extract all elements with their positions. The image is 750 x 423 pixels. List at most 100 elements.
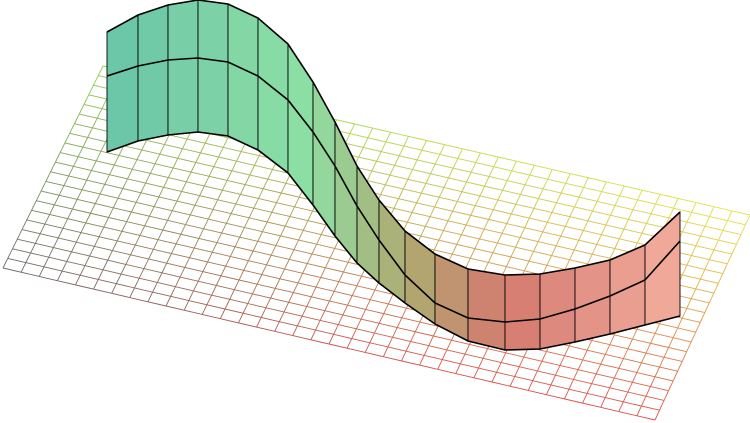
grid-column-line: [725, 248, 735, 267]
grid-column-line: [155, 267, 165, 286]
grid-row-line: [252, 314, 280, 323]
grid-column-line: [573, 232, 583, 251]
grid-column-line: [177, 141, 187, 159]
grid-row-line: [502, 232, 530, 241]
grid-row-line: [279, 321, 307, 329]
grid-column-line: [521, 258, 531, 276]
grid-column-line: [198, 221, 208, 239]
grid-row-line: [195, 183, 223, 191]
grid-row-line: [493, 187, 521, 195]
grid-row-line: [559, 365, 588, 373]
grid-row-line: [695, 202, 724, 210]
grid-row-line: [239, 215, 268, 223]
grid-column-line: [95, 103, 105, 121]
grid-row-line: [68, 196, 96, 205]
grid-column-line: [78, 137, 89, 155]
grid-column-line: [96, 141, 107, 159]
grid-row-line: [546, 394, 574, 402]
grid-column-line: [670, 368, 680, 387]
grid-row-line: [610, 193, 638, 201]
grid-row-line: [80, 232, 109, 240]
grid-column-line: [435, 144, 445, 162]
grid-column-line: [427, 161, 437, 179]
grid-row-line: [691, 211, 719, 219]
grid-column-line: [449, 241, 459, 260]
grid-row-line: [152, 270, 181, 278]
grid-row-line: [53, 225, 82, 233]
grid-row-line: [217, 199, 245, 207]
ribbon-surface: [106, 0, 681, 351]
grid-row-line: [50, 171, 78, 179]
grid-row-line: [64, 142, 93, 150]
grid-row-line: [596, 222, 625, 230]
grid-row-line: [39, 254, 67, 262]
grid-column-line: [72, 192, 82, 210]
grid-row-line: [158, 196, 187, 204]
grid-column-line: [37, 221, 47, 239]
grid-column-line: [503, 254, 513, 272]
grid-column-line: [710, 283, 719, 301]
grid-row-line: [170, 295, 198, 304]
grid-row-line: [58, 216, 86, 224]
grid-column-line: [308, 284, 318, 302]
grid-row-line: [618, 367, 647, 376]
grid-row-line: [199, 173, 228, 181]
grid-row-line: [190, 193, 218, 201]
grid-row-line: [461, 191, 490, 199]
grid-row-line: [367, 137, 395, 145]
grid-row-line: [93, 267, 122, 275]
grid-column-line: [465, 207, 475, 226]
grid-row-line: [316, 243, 344, 251]
grid-column-line: [173, 272, 183, 290]
grid-row-line: [532, 358, 561, 366]
grid-row-line: [596, 351, 624, 360]
grid-column-line: [419, 347, 429, 366]
grid-column-line: [455, 356, 465, 374]
grid-column-line: [129, 280, 139, 298]
grid-row-line: [57, 280, 85, 288]
grid-column-line: [582, 385, 591, 404]
grid-column-line: [599, 219, 609, 238]
grid-column-line: [160, 175, 170, 193]
grid-column-line: [581, 215, 591, 234]
grid-row-line: [82, 168, 110, 176]
grid-row-line: [552, 190, 580, 198]
grid-column-line: [210, 280, 220, 298]
grid-column-line: [62, 170, 72, 189]
grid-column-line: [180, 217, 190, 235]
ribbon-panel: [467, 268, 506, 351]
grid-column-line: [254, 271, 264, 290]
grid-row-line: [452, 210, 480, 218]
grid-column-line: [445, 165, 455, 183]
grid-row-line: [345, 121, 373, 129]
ribbon-panel: [137, 4, 169, 142]
grid-column-line: [98, 179, 108, 197]
grid-column-line: [609, 241, 619, 259]
grid-column-line: [399, 305, 409, 323]
grid-row-line: [2, 267, 31, 275]
grid-column-line: [94, 65, 104, 84]
grid-column-line: [491, 364, 501, 383]
grid-column-line: [287, 204, 297, 222]
grid-row-line: [520, 194, 548, 202]
grid-row-line: [713, 227, 742, 235]
grid-column-line: [56, 263, 67, 281]
grid-row-line: [534, 164, 562, 172]
grid-column-line: [473, 360, 483, 378]
grid-row-line: [417, 159, 445, 167]
ribbon-panel: [227, 3, 259, 151]
grid-column-line: [409, 157, 419, 175]
grid-column-line: [668, 330, 677, 348]
grid-column-line: [91, 234, 101, 252]
grid-row-line: [686, 221, 715, 229]
grid-row-line: [144, 225, 172, 233]
grid-row-line: [182, 148, 210, 156]
grid-row-line: [306, 327, 334, 335]
grid-row-line: [180, 276, 208, 284]
grid-column-line: [439, 220, 449, 239]
grid-row-line: [636, 393, 665, 401]
grid-row-line: [171, 231, 200, 239]
grid-column-line: [527, 373, 537, 391]
grid-row-line: [360, 340, 389, 348]
